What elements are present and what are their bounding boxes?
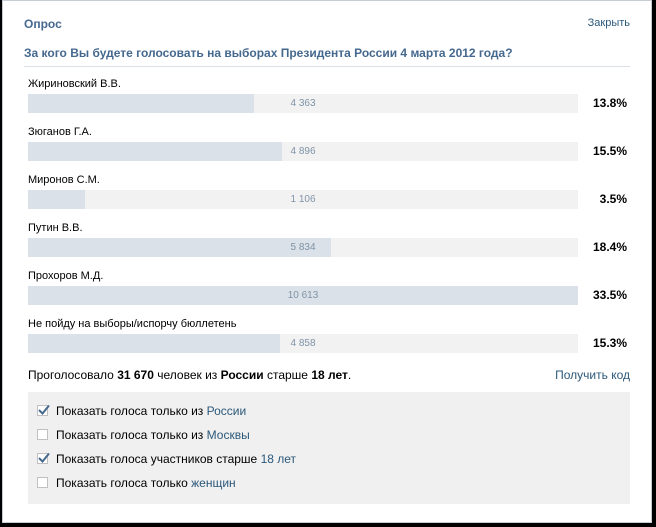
filter-panel: Показать голоса только из России Показат… (28, 392, 630, 504)
option-count: 10 613 (287, 290, 319, 301)
get-code-link[interactable]: Получить код (555, 368, 630, 382)
option-bar: 4 858 (28, 334, 578, 353)
option-label: Прохоров М.Д. (28, 270, 104, 282)
summary-age-prefix: старше (266, 368, 308, 382)
option-bar: 10 613 (28, 286, 578, 305)
option-label: Не пойду на выборы/испорчу бюллетень (28, 318, 237, 330)
option-count: 4 896 (290, 146, 316, 157)
option-label: Путин В.В. (28, 222, 83, 234)
filter-link[interactable]: Москвы (206, 428, 250, 442)
filter-text: Показать голоса только (56, 476, 188, 490)
option-count: 4 858 (290, 338, 316, 349)
option-percent: 3.5% (599, 192, 627, 206)
option-bar-fill (28, 94, 255, 113)
option-bar: 4 363 (28, 94, 578, 113)
option-percent: 13.8% (592, 96, 627, 110)
poll-option: Жириновский В.В. 4 363 13.8% (24, 78, 630, 126)
filter-text: Показать голоса только из (56, 428, 204, 442)
option-percent: 15.5% (592, 144, 627, 158)
option-bar-fill (28, 142, 283, 161)
poll-option: Не пойду на выборы/испорчу бюллетень 4 8… (24, 318, 630, 366)
filter-text: Показать голоса участников старше (56, 452, 258, 466)
poll-option: Миронов С.М. 1 106 3.5% (24, 174, 630, 222)
summary-middle: человек из (157, 368, 218, 382)
poll-options: Жириновский В.В. 4 363 13.8% Зюганов Г.А… (24, 78, 630, 366)
poll-option: Прохоров М.Д. 10 613 33.5% (24, 270, 630, 318)
checkbox[interactable] (37, 429, 48, 440)
filter-link[interactable]: женщин (191, 476, 236, 490)
summary-country: России (220, 368, 264, 382)
summary-age: 18 лет (311, 368, 348, 382)
summary-total: 31 670 (117, 368, 154, 382)
option-count: 1 106 (290, 194, 316, 205)
filter-link[interactable]: России (206, 404, 247, 418)
option-bar: 5 834 (28, 238, 578, 257)
option-bar-fill (28, 286, 578, 305)
option-label: Зюганов Г.А. (28, 126, 92, 138)
poll-header: Опрос Закрыть (24, 17, 630, 37)
summary-end: . (347, 368, 352, 382)
option-label: Жириновский В.В. (28, 78, 121, 90)
option-percent: 15.3% (592, 336, 627, 350)
poll-option: Путин В.В. 5 834 18.4% (24, 222, 630, 270)
option-percent: 18.4% (592, 240, 627, 254)
option-count: 4 363 (290, 98, 316, 109)
vote-summary: Проголосовало 31 670 человек из России с… (28, 368, 351, 382)
checkmark-icon (38, 404, 50, 415)
filter-text: Показать голоса только из (56, 404, 204, 418)
poll-option: Зюганов Г.А. 4 896 15.5% (24, 126, 630, 174)
poll-title: Опрос (24, 17, 62, 31)
option-percent: 33.5% (592, 288, 627, 302)
checkbox[interactable] (37, 477, 48, 488)
summary-prefix: Проголосовало (28, 368, 114, 382)
poll-question: За кого Вы будете голосовать на выборах … (24, 46, 630, 67)
filter-link[interactable]: 18 лет (260, 452, 297, 466)
option-bar-fill (28, 334, 280, 353)
option-bar-fill (28, 238, 331, 257)
checkbox[interactable] (37, 452, 50, 464)
checkbox[interactable] (37, 404, 50, 416)
option-count: 5 834 (290, 242, 316, 253)
option-label: Миронов С.М. (28, 174, 100, 186)
checkmark-icon (38, 452, 50, 463)
option-bar-fill (28, 190, 86, 209)
option-bar: 4 896 (28, 142, 578, 161)
close-link[interactable]: Закрыть (587, 17, 630, 29)
option-bar: 1 106 (28, 190, 578, 209)
